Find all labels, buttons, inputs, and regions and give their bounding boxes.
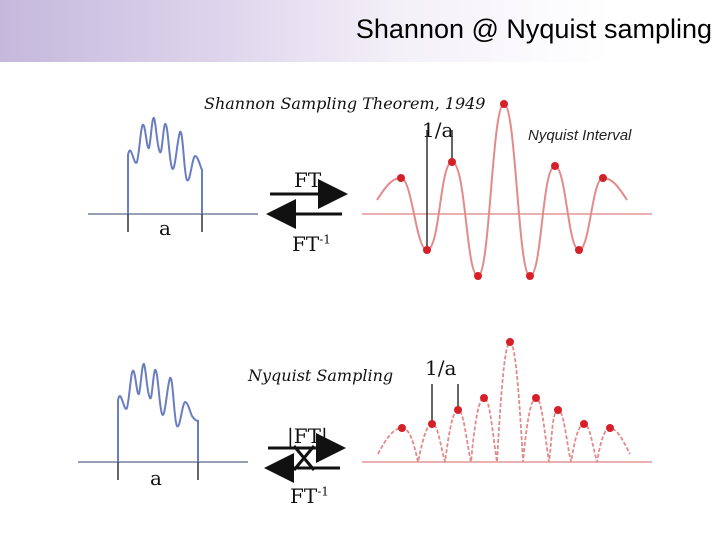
top-ift-label: FT-1	[292, 232, 331, 256]
theorem-label: Shannon Sampling Theorem, 1949	[204, 94, 486, 113]
top-width-label: a	[159, 216, 171, 240]
nyquist-interval-label: Nyquist Interval	[528, 127, 632, 144]
bottom-signal-waveform	[117, 362, 199, 462]
top-spectrum	[362, 100, 652, 280]
bottom-interval-label: 1/a	[425, 356, 457, 380]
title-bar	[0, 0, 720, 62]
bottom-signal-axis	[78, 461, 248, 480]
top-signal-waveform	[127, 116, 203, 214]
slide-title: Shannon @ Nyquist sampling	[355, 14, 712, 44]
bottom-spectrum	[362, 338, 652, 463]
bottom-ift-label: FT-1	[290, 484, 329, 508]
blocked-inverse-cross	[292, 445, 316, 471]
top-signal-axis	[88, 213, 258, 232]
nyquist-sampling-label: Nyquist Sampling	[248, 366, 394, 385]
bottom-width-label: a	[150, 466, 162, 490]
top-ft-label: FT	[294, 168, 322, 192]
